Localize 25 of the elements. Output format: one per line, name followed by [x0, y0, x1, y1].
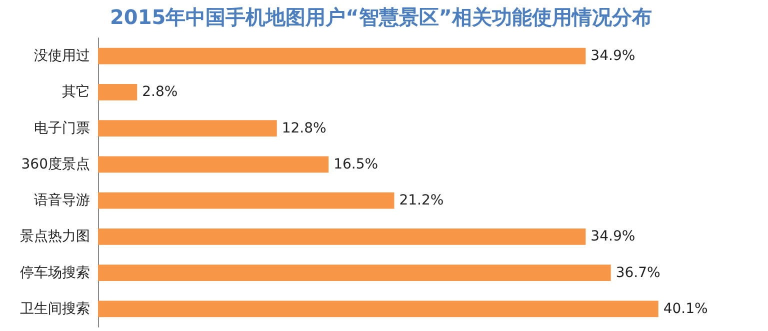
bar	[98, 84, 138, 100]
bar	[98, 228, 586, 245]
data-label: 2.8%	[142, 84, 178, 100]
data-label: 16.5%	[334, 156, 378, 172]
bar	[98, 48, 586, 64]
data-label: 12.8%	[282, 120, 326, 136]
chart-title: 2015年中国手机地图用户“智慧景区”相关功能使用情况分布	[110, 5, 652, 29]
data-label: 40.1%	[663, 300, 708, 317]
data-label: 36.7%	[616, 264, 660, 281]
y-tick-label: 语音导游	[34, 192, 90, 209]
data-label: 34.9%	[590, 48, 636, 64]
bar	[98, 300, 658, 318]
bar	[98, 264, 611, 281]
bar	[98, 156, 329, 173]
data-label: 34.9%	[590, 228, 636, 245]
bar	[98, 192, 394, 209]
y-tick-label: 360度景点	[21, 156, 90, 172]
y-tick-label: 电子门票	[34, 120, 90, 136]
y-tick-label: 停车场搜索	[20, 264, 90, 281]
y-tick-label: 其它	[62, 84, 90, 100]
y-tick-label: 没使用过	[34, 48, 90, 64]
bar	[98, 120, 277, 136]
data-label: 21.2%	[399, 192, 444, 209]
y-tick-label: 卫生间搜索	[20, 300, 90, 317]
y-tick-label: 景点热力图	[20, 228, 90, 245]
